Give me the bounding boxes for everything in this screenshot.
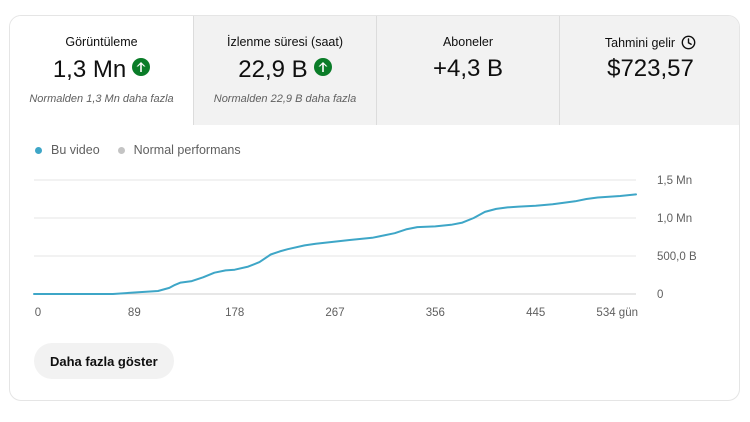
series-line-this-video	[33, 193, 637, 295]
legend-label-normal: Normal performans	[133, 143, 241, 157]
legend-normal: Normal performans	[117, 143, 241, 157]
metric-note: Normalden 1,3 Mn daha fazla	[29, 93, 174, 105]
legend-label-this-video: Bu video	[51, 143, 100, 157]
clock-icon	[681, 35, 696, 53]
revenue-value: $723,57	[607, 55, 694, 82]
legend-dot-this-video	[35, 146, 42, 154]
metric-note: Normalden 22,9 B daha fazla	[213, 93, 357, 105]
x-tick-label: 356	[426, 307, 445, 319]
chart-legend: Bu video Normal performans	[35, 143, 259, 157]
metric-label: Aboneler	[442, 35, 494, 49]
tab-subscribers[interactable]: Aboneler +4,3 B	[376, 16, 559, 125]
line-chart: 0 500,0 B 1,0 Mn 1,5 Mn 0 89 178 267 356 445 534 g…	[33, 175, 697, 319]
views-value: 1,3 Mn	[52, 56, 127, 83]
metric-tabs: Görüntüleme 1,3 Mn Normalden 1,3 Mn daha…	[10, 16, 739, 125]
tab-views[interactable]: Görüntüleme 1,3 Mn Normalden 1,3 Mn daha…	[10, 16, 193, 125]
show-more-button[interactable]: Daha fazla göster	[34, 343, 174, 379]
y-tick-label: 1,5 Mn	[657, 175, 692, 187]
y-tick-label: 500,0 B	[657, 251, 697, 263]
y-tick-label: 0	[657, 289, 663, 301]
metric-value: 1,3 Mn	[10, 55, 193, 84]
tab-watch-time[interactable]: İzlenme süresi (saat) 22,9 B Normalden 2…	[193, 16, 376, 125]
y-tick-label: 1,0 Mn	[657, 213, 692, 225]
metric-label: İzlenme süresi (saat)	[226, 35, 343, 49]
watch-time-value: 22,9 B	[238, 56, 308, 83]
tab-estimated-revenue[interactable]: Tahmini gelir $723,57	[559, 16, 739, 125]
x-tick-label: 89	[128, 307, 141, 319]
trend-up-icon	[313, 55, 332, 83]
trend-up-icon	[132, 55, 151, 83]
revenue-label: Tahmini gelir	[604, 36, 676, 50]
legend-dot-normal	[117, 146, 125, 154]
analytics-card: Görüntüleme 1,3 Mn Normalden 1,3 Mn daha…	[9, 15, 740, 401]
x-tick-label: 445	[526, 307, 545, 319]
subscribers-value: +4,3 B	[432, 55, 504, 82]
x-tick-label: 534 gün	[596, 307, 638, 319]
metric-value: 22,9 B	[194, 55, 376, 84]
legend-this-video: Bu video	[35, 143, 100, 157]
metric-label: Görüntüleme	[65, 35, 138, 49]
metric-label: Tahmini gelir	[560, 35, 739, 53]
x-tick-label: 267	[325, 307, 344, 319]
x-tick-label: 0	[35, 307, 41, 319]
x-tick-label: 178	[225, 307, 244, 319]
